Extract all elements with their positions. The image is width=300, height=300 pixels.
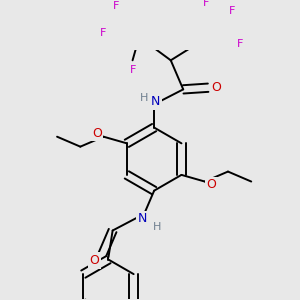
Text: F: F — [113, 1, 119, 10]
Text: F: F — [229, 6, 236, 16]
Text: O: O — [206, 178, 216, 191]
Text: F: F — [100, 28, 106, 38]
Text: H: H — [153, 222, 162, 232]
Text: N: N — [138, 212, 147, 225]
Text: F: F — [129, 65, 136, 75]
Text: O: O — [212, 81, 221, 94]
Text: N: N — [151, 95, 160, 108]
Text: O: O — [89, 254, 99, 267]
Text: O: O — [92, 127, 102, 140]
Text: H: H — [140, 93, 148, 103]
Text: F: F — [203, 0, 210, 8]
Text: F: F — [237, 39, 244, 49]
